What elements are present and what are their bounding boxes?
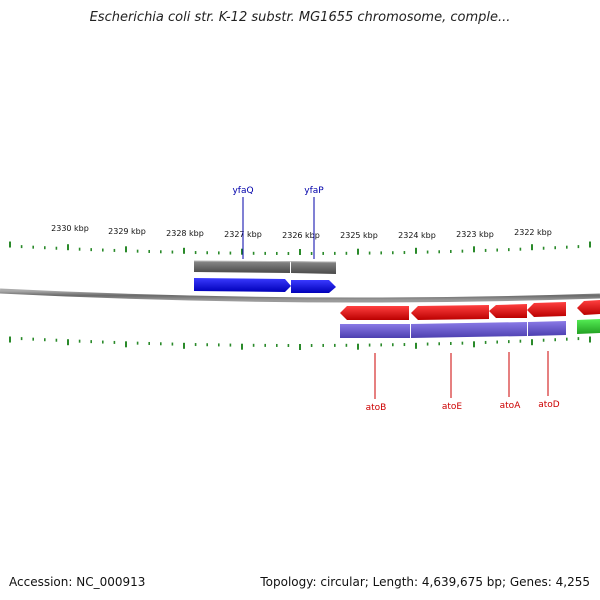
scale-label: 2325 kbp <box>340 231 378 240</box>
gene-yfaP-bar[interactable] <box>291 261 336 274</box>
scale-label: 2323 kbp <box>456 230 494 239</box>
cds-yfaP-arrow[interactable] <box>291 280 336 293</box>
accession-text: Accession: NC_000913 <box>9 575 146 589</box>
scale-label: 2326 kbp <box>282 231 320 240</box>
gene-label-atoA[interactable]: atoA <box>500 401 522 411</box>
scale-label: 2328 kbp <box>166 229 204 238</box>
forward-cds-track <box>194 278 336 293</box>
cds-atoB-arrow[interactable] <box>340 306 409 320</box>
gene-atoA-atoD-bar[interactable] <box>528 321 566 336</box>
scale-label: 2329 kbp <box>108 227 146 236</box>
cds-atoA-arrow[interactable] <box>489 304 527 318</box>
scale-label: 2322 kbp <box>514 228 552 237</box>
cds-atoE-arrow[interactable] <box>411 305 489 320</box>
scale-label: 2324 kbp <box>398 231 436 240</box>
scale-label: 2330 kbp <box>51 224 89 233</box>
map-title: Escherichia coli str. K-12 substr. MG165… <box>89 10 511 25</box>
genome-backbone <box>0 288 600 303</box>
gene-atoB-bar[interactable] <box>340 324 410 338</box>
other-feature-bar[interactable] <box>577 319 600 334</box>
cds-atoD-arrow[interactable] <box>527 302 566 317</box>
scale-ticks-inner <box>9 336 591 350</box>
cds-yfaQ-arrow[interactable] <box>194 278 291 292</box>
gene-labels: yfaQ yfaP atoB atoE atoA atoD <box>232 186 559 413</box>
gene-label-atoD[interactable]: atoD <box>538 400 560 410</box>
reverse-cds-track <box>340 300 600 320</box>
gene-label-atoB[interactable]: atoB <box>366 403 387 413</box>
cds-next-arrow[interactable] <box>577 300 600 315</box>
scale-ticks-outer <box>9 241 591 255</box>
gene-atoE-bar[interactable] <box>411 322 527 338</box>
scale-labels: 2330 kbp 2329 kbp 2328 kbp 2327 kbp 2326… <box>51 224 552 240</box>
gene-yfaQ-bar[interactable] <box>194 261 290 273</box>
gene-label-yfaP[interactable]: yfaP <box>304 186 324 196</box>
gene-label-yfaQ[interactable]: yfaQ <box>232 186 253 196</box>
forward-gene-track <box>193 260 337 274</box>
gene-label-atoE[interactable]: atoE <box>442 402 463 412</box>
topology-text: Topology: circular; Length: 4,639,675 bp… <box>260 575 590 589</box>
reverse-gene-track <box>340 319 600 338</box>
